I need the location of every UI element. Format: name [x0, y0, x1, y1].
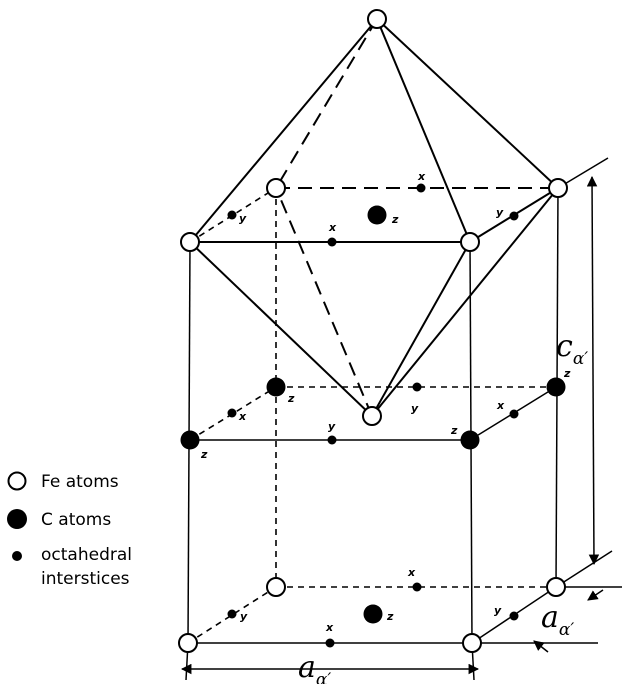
- oct-edge-4: [275, 18, 378, 189]
- edge-mid-left: [189, 386, 277, 441]
- legend-fe-symbol: [7, 471, 27, 491]
- legend: Fe atoms C atoms octahedral interstices: [7, 471, 132, 589]
- label-x: x: [328, 221, 337, 234]
- interstice-dot: [412, 382, 422, 392]
- fe-atom: [178, 633, 198, 653]
- a-side-arrow-bottom: [533, 640, 549, 653]
- a-side-dimension-label: aα′: [541, 600, 574, 640]
- edge-top-left: [189, 187, 277, 243]
- a-side-arrow-top: [587, 589, 604, 601]
- c-atom: [363, 604, 383, 624]
- label-z: z: [200, 448, 208, 461]
- legend-c-symbol: [7, 509, 27, 529]
- label-z: z: [386, 610, 394, 623]
- label-y: y: [328, 420, 336, 433]
- legend-interstice-symbol: [12, 551, 22, 561]
- interstice-dot: [509, 211, 519, 221]
- oct-edge-2: [376, 18, 471, 243]
- octahedral-interstices: [227, 183, 519, 648]
- fe-atom: [266, 178, 286, 198]
- fe-atom: [367, 9, 387, 29]
- legend-interstice-label-line1: octahedral: [41, 545, 132, 565]
- interstice-dot: [509, 611, 519, 621]
- fe-atoms: [178, 9, 568, 653]
- interstice-dot: [327, 435, 337, 445]
- label-x: x: [407, 566, 416, 579]
- fe-atom: [460, 232, 480, 252]
- label-y: y: [411, 402, 419, 415]
- c-atom: [460, 430, 480, 450]
- interstice-dot: [412, 582, 422, 592]
- oct-edge-1: [189, 18, 378, 243]
- fe-atom: [546, 577, 566, 597]
- label-z: z: [287, 392, 295, 405]
- oct-edge-6: [371, 241, 471, 417]
- c-atom: [266, 377, 286, 397]
- interstice-dot: [416, 183, 426, 193]
- legend-c-label: C atoms: [41, 510, 111, 530]
- interstice-dot: [227, 408, 237, 418]
- fe-atom: [462, 633, 482, 653]
- c-atom: [546, 377, 566, 397]
- fe-atom: [548, 178, 568, 198]
- interstice-dot: [325, 638, 335, 648]
- oct-edge-7: [371, 187, 559, 417]
- c-dimension-label: cα′: [556, 329, 588, 369]
- label-y: y: [240, 610, 248, 623]
- label-y: y: [239, 212, 247, 225]
- c-atom: [180, 430, 200, 450]
- octahedron-edges: [189, 18, 559, 417]
- legend-fe-label: Fe atoms: [41, 472, 119, 492]
- c-arrow: [586, 175, 600, 566]
- label-y: y: [494, 604, 502, 617]
- label-z: z: [391, 213, 399, 226]
- c-atom: [367, 205, 387, 225]
- label-x: x: [325, 621, 334, 634]
- a-dimension-label: aα′: [298, 650, 331, 684]
- site-labels: x y x z y z y z x x y z z x y z y x: [200, 170, 571, 634]
- label-x: x: [496, 399, 505, 412]
- legend-interstice-label-line2: interstices: [41, 569, 130, 589]
- label-x: x: [417, 170, 426, 183]
- label-z: z: [450, 424, 458, 437]
- label-x: x: [238, 410, 247, 423]
- c-atoms: [180, 205, 566, 624]
- interstice-dot: [227, 210, 237, 220]
- fe-atom: [266, 577, 286, 597]
- interstice-dot: [227, 609, 237, 619]
- oct-edge-3: [376, 18, 559, 189]
- label-z: z: [563, 367, 571, 380]
- fe-atom: [362, 406, 382, 426]
- fe-atom: [180, 232, 200, 252]
- c-extension-bottom: [555, 550, 613, 588]
- oct-edge-8: [275, 187, 373, 417]
- label-y: y: [496, 206, 504, 219]
- oct-edge-5: [189, 241, 373, 417]
- interstice-dot: [509, 409, 519, 419]
- interstice-dot: [327, 237, 337, 247]
